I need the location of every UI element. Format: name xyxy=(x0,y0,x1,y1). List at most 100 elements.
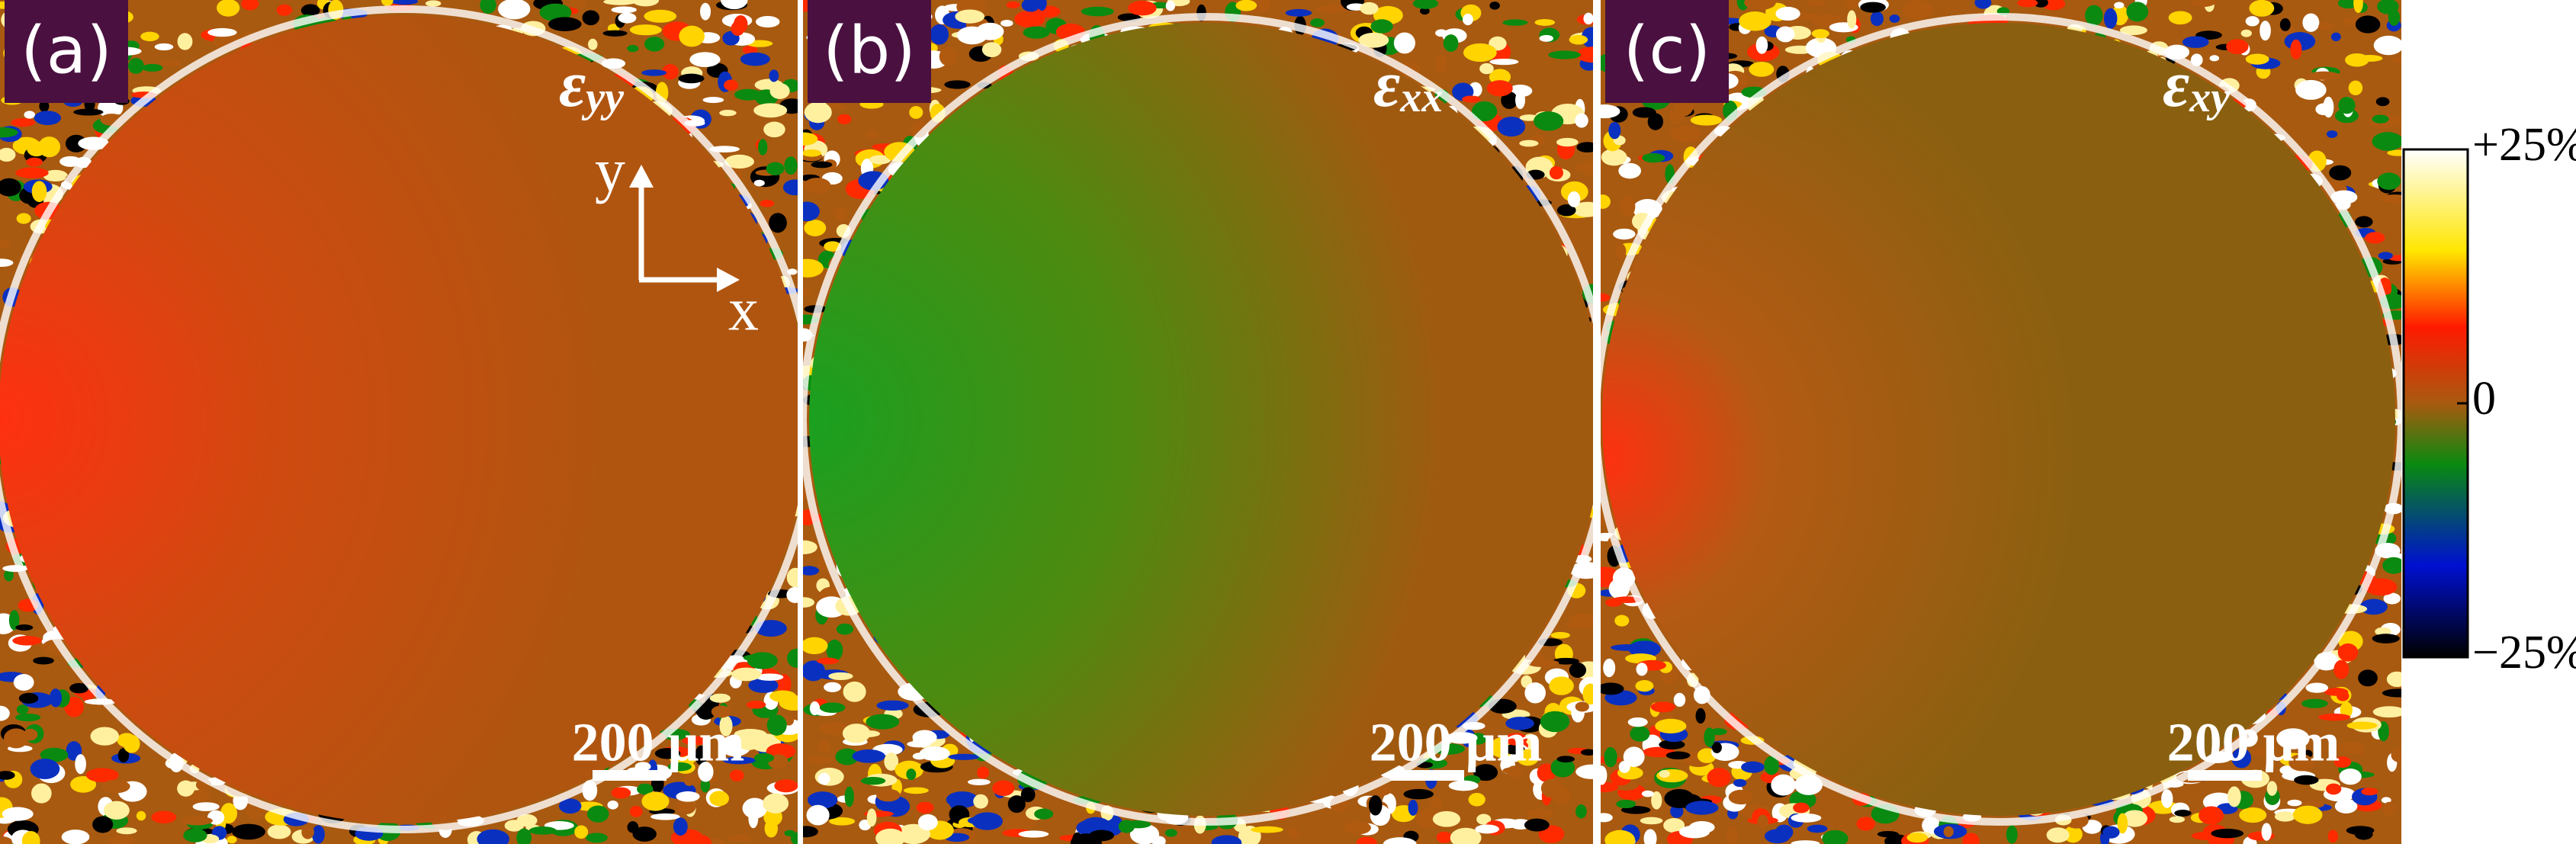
speckle xyxy=(504,820,525,832)
speckle xyxy=(1419,7,1430,15)
speckle xyxy=(90,727,120,746)
speckle xyxy=(2274,811,2296,822)
speckle xyxy=(31,181,47,203)
speckle xyxy=(1315,5,1348,14)
speckle xyxy=(1576,142,1593,152)
speckle xyxy=(1650,701,1676,713)
speckle xyxy=(844,786,854,807)
speckle xyxy=(803,178,831,194)
speckle xyxy=(627,44,639,53)
speckle xyxy=(1524,682,1546,704)
speckle xyxy=(15,624,34,631)
speckle xyxy=(1475,824,1499,834)
speckle xyxy=(480,0,496,14)
speckle xyxy=(2381,797,2391,804)
speckle xyxy=(2085,5,2103,27)
speckle xyxy=(92,816,114,833)
speckle xyxy=(2006,825,2018,844)
speckle xyxy=(2,807,34,821)
speckle xyxy=(2386,671,2401,687)
speckle xyxy=(1129,823,1160,844)
speckle xyxy=(0,771,15,780)
speckle xyxy=(811,161,833,168)
speckle xyxy=(21,831,40,844)
speckle xyxy=(896,823,930,844)
speckle xyxy=(803,826,818,838)
speckle xyxy=(1370,19,1393,34)
speckle xyxy=(869,155,891,165)
speckle xyxy=(2119,25,2147,35)
speckle xyxy=(766,714,787,736)
speckle xyxy=(1450,827,1482,844)
speckle xyxy=(629,805,643,817)
speckle xyxy=(806,804,830,826)
speckle xyxy=(1002,814,1036,832)
speckle xyxy=(903,787,929,794)
speckle xyxy=(975,22,1004,40)
speckle xyxy=(2391,748,2401,763)
speckle xyxy=(754,620,787,637)
speckle xyxy=(804,101,832,124)
speckle xyxy=(2330,32,2341,42)
speckle xyxy=(876,788,901,802)
speckle xyxy=(804,220,827,236)
speckle xyxy=(2117,813,2128,834)
speckle xyxy=(1479,63,1494,75)
speckle xyxy=(682,736,709,746)
axis-label-x: x xyxy=(728,276,759,343)
speckle xyxy=(748,678,779,693)
speckle xyxy=(852,749,885,763)
speckle xyxy=(1356,836,1377,844)
speckle xyxy=(1505,733,1527,746)
speckle xyxy=(742,45,758,55)
speckle xyxy=(602,30,628,37)
speckle xyxy=(0,705,10,721)
speckle xyxy=(977,766,990,779)
speckle xyxy=(734,88,762,101)
speckle xyxy=(142,63,163,72)
speckle xyxy=(2333,756,2352,769)
axis-label-y: y xyxy=(595,137,625,204)
speckle xyxy=(136,810,146,821)
speckle xyxy=(631,0,660,7)
speckle xyxy=(865,130,878,139)
speckle xyxy=(183,828,207,842)
speckle xyxy=(1443,34,1459,53)
speckle xyxy=(2375,627,2391,636)
speckle xyxy=(1476,814,1492,825)
speckle xyxy=(967,778,991,785)
speckle xyxy=(2260,21,2271,41)
speckle xyxy=(2289,754,2314,772)
speckle xyxy=(2329,165,2352,181)
speckle xyxy=(528,826,557,835)
speckle xyxy=(1014,10,1045,27)
speckle xyxy=(1640,817,1663,825)
speckle xyxy=(1567,191,1581,207)
speckle xyxy=(724,154,754,169)
speckle xyxy=(1007,795,1026,814)
speckle xyxy=(1553,657,1579,665)
speckle xyxy=(1582,683,1593,705)
specimen xyxy=(809,23,1593,816)
speckle xyxy=(207,27,237,37)
speckle xyxy=(818,722,850,736)
speckle xyxy=(1576,47,1593,63)
speckle xyxy=(1630,726,1650,742)
speckle xyxy=(2294,775,2319,785)
speckle xyxy=(1962,833,1980,844)
speckle xyxy=(1524,818,1550,832)
speckle xyxy=(1673,692,1686,708)
speckle xyxy=(644,37,665,52)
speckle xyxy=(1628,640,1661,658)
strain-symbol: ε xyxy=(1373,47,1400,120)
speckle xyxy=(65,134,87,152)
speckle xyxy=(824,682,842,692)
speckle xyxy=(548,17,582,32)
speckle xyxy=(709,693,731,703)
speckle xyxy=(516,828,532,844)
speckle xyxy=(1575,113,1588,128)
speckle xyxy=(1368,795,1383,816)
speckle xyxy=(59,156,82,167)
speckle xyxy=(8,610,20,631)
